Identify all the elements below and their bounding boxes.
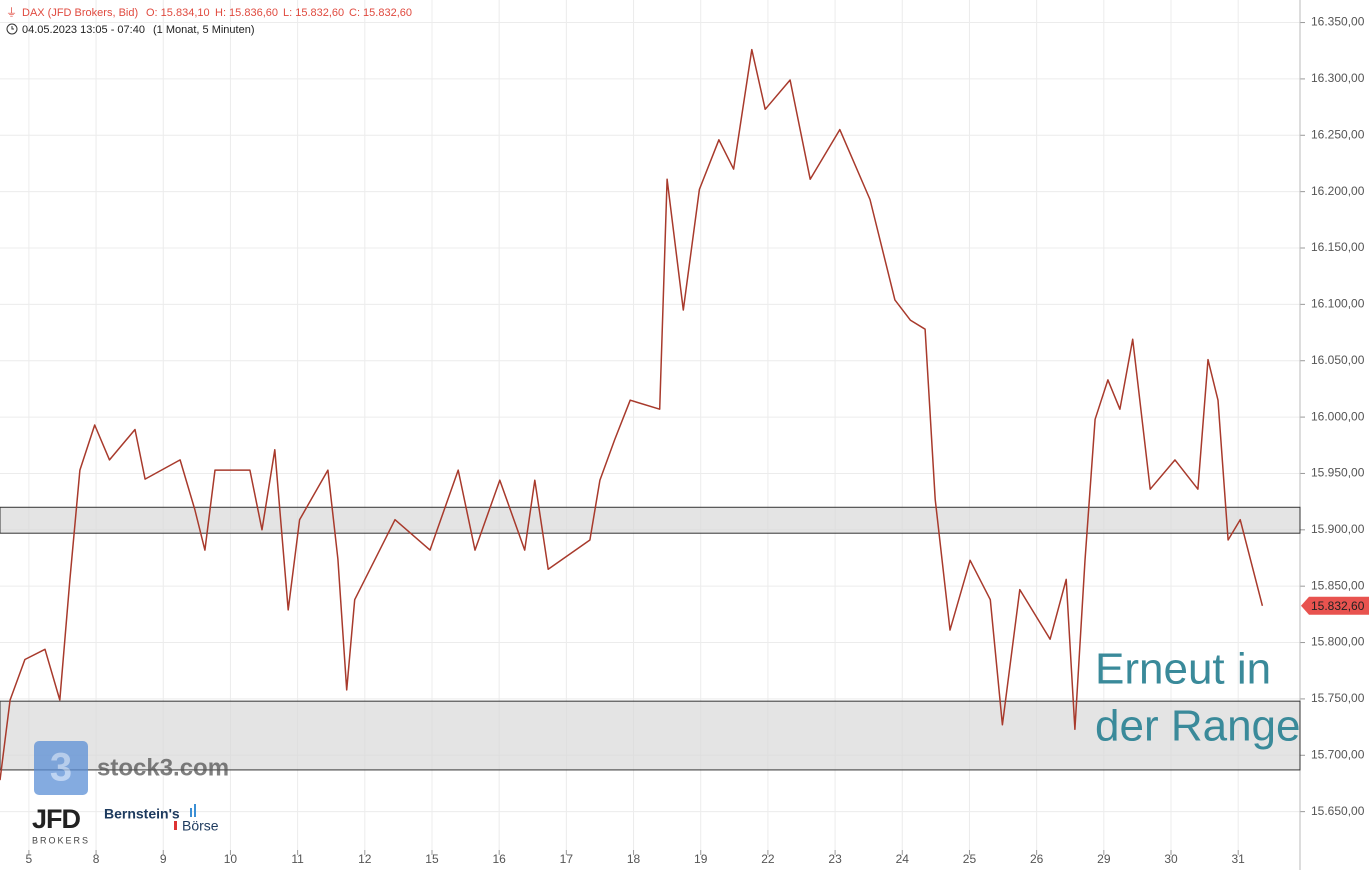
x-tick-label: 8 [93, 852, 100, 866]
y-tick-label: 16.050,00 [1311, 353, 1365, 367]
last-price-tag [1301, 596, 1369, 615]
price-line [0, 48, 1264, 781]
stock3-logo: 3 stock3.com [34, 741, 229, 795]
range-zone [0, 700, 1301, 771]
x-tick-label: 25 [963, 852, 977, 866]
chart-title: DAX (JFD Brokers, Bid) [22, 7, 138, 19]
y-tick-label: 16.250,00 [1311, 127, 1365, 141]
y-tick-label: 15.850,00 [1311, 578, 1365, 592]
annotation: Erneut in [1095, 645, 1271, 694]
x-tick-label: 15 [425, 852, 439, 866]
y-tick-label: 16.300,00 [1311, 71, 1365, 85]
y-tick-label: 15.900,00 [1311, 522, 1365, 536]
y-tick-label: 16.150,00 [1311, 240, 1365, 254]
logo-box [34, 741, 88, 795]
x-tick-label: 24 [896, 852, 910, 866]
logo-bar [174, 821, 177, 830]
x-tick-label: 23 [828, 852, 842, 866]
ohlc-low: L: 15.832,60 [283, 7, 344, 19]
y-tick-label: 15.800,00 [1311, 635, 1365, 649]
plot [0, 48, 1264, 781]
x-tick-label: 11 [291, 852, 304, 866]
logo-bar [190, 808, 192, 817]
x-tick-label: 19 [694, 852, 708, 866]
jfd-sub: BROKERS [32, 835, 90, 845]
boerse-logo: Börse [182, 818, 219, 834]
range-zone [0, 506, 1301, 534]
clock-icon [6, 23, 18, 35]
y-tick-label: 16.200,00 [1311, 184, 1365, 198]
x-tick-label: 17 [560, 852, 574, 866]
x-tick-label: 16 [492, 852, 506, 866]
logo-bar [194, 804, 196, 817]
x-tick-label: 29 [1097, 852, 1111, 866]
flag: ⏚ [6, 6, 17, 19]
logo-digit: 3 [50, 746, 72, 790]
ohlc-close: C: 15.832,60 [349, 7, 412, 19]
x-tick-label: 31 [1232, 852, 1246, 866]
y-tick-label: 15.700,00 [1311, 747, 1365, 761]
x-tick-label: 18 [627, 852, 641, 866]
x-tick-label: 26 [1030, 852, 1044, 866]
ohlc-open: O: 15.834,10 [146, 7, 210, 19]
y-tick-label: 16.350,00 [1311, 15, 1365, 29]
y-tick-label: 16.100,00 [1311, 297, 1365, 311]
x-tick-label: 30 [1164, 852, 1178, 866]
y-tick-label: 15.950,00 [1311, 466, 1365, 480]
jfd-logo: JFD [32, 804, 81, 834]
last-price-label: 15.832,60 [1311, 599, 1365, 613]
y-tick-label: 15.750,00 [1311, 691, 1365, 705]
x-tick-label: 10 [224, 852, 238, 866]
logo-text: stock3.com [97, 754, 229, 781]
ohlc-high: H: 15.836,60 [215, 7, 278, 19]
subtitle: 04.05.2023 13:05 - 07:40 [22, 24, 145, 36]
x-tick-label: 5 [26, 852, 33, 866]
y-tick-label: 16.000,00 [1311, 409, 1365, 423]
annotation: der Range [1095, 702, 1300, 751]
bernstein-logo: Bernstein's [104, 806, 180, 822]
y-tick-label: 15.650,00 [1311, 804, 1365, 818]
period: (1 Monat, 5 Minuten) [153, 24, 255, 36]
x-tick-label: 9 [160, 852, 167, 866]
zones [0, 506, 1301, 771]
x-tick-label: 12 [358, 852, 372, 866]
clock-hand [11, 26, 14, 30]
x-tick-label: 22 [761, 852, 775, 866]
